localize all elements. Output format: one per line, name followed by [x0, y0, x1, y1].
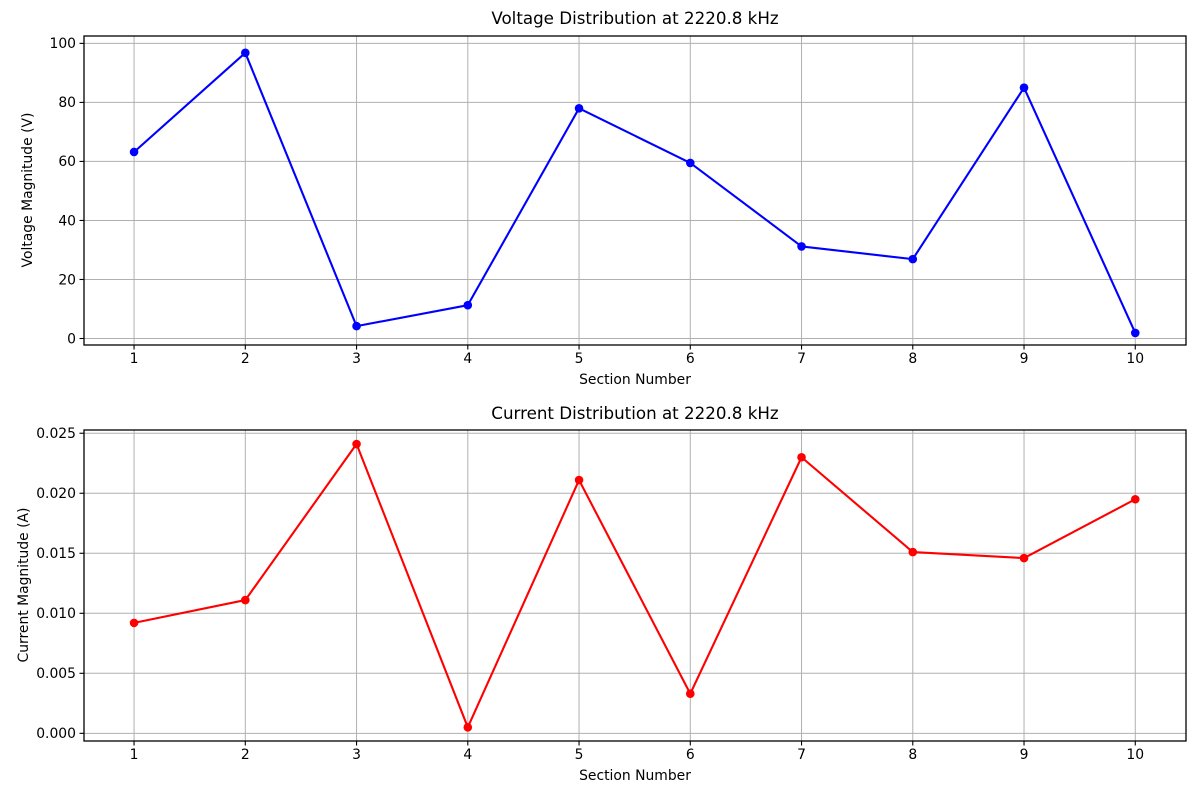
current-data-point — [463, 723, 473, 732]
current-y-tick-label: 0.020 — [36, 486, 76, 502]
current-x-tick-label: 7 — [797, 747, 806, 763]
current-data-point — [908, 547, 918, 557]
voltage-axes-frame — [83, 35, 1187, 346]
current-data-point — [1019, 553, 1029, 563]
voltage-x-tick-label: 2 — [241, 351, 250, 367]
voltage-y-axis-label: Voltage Magnitude (V) — [20, 112, 36, 268]
voltage-x-tick-label: 9 — [1020, 351, 1029, 367]
current-y-axis-label: Current Magnitude (A) — [16, 507, 32, 663]
voltage-x-axis-label: Section Number — [579, 372, 691, 388]
voltage-data-point — [241, 48, 250, 58]
voltage-data-point — [129, 147, 139, 157]
voltage-y-tick-label: 40 — [58, 213, 76, 229]
voltage-x-tick-label: 6 — [686, 351, 695, 367]
current-x-tick-label: 5 — [575, 747, 584, 763]
voltage-data-point — [685, 158, 695, 168]
current-x-tick-label: 4 — [463, 747, 472, 763]
current-y-tick-label: 0.010 — [36, 606, 76, 622]
voltage-chart-title: Voltage Distribution at 2220.8 kHz — [491, 8, 779, 28]
voltage-data-point — [574, 104, 584, 113]
voltage-x-tick-label: 10 — [1126, 351, 1144, 367]
current-y-tick-label: 0.000 — [36, 726, 76, 742]
current-x-tick-label: 1 — [130, 747, 139, 763]
current-y-tick-label: 0.015 — [36, 546, 76, 562]
current-axes-frame — [83, 429, 1187, 742]
voltage-data-point — [463, 300, 473, 310]
voltage-x-tick-label: 1 — [130, 351, 139, 367]
current-x-axis-label: Section Number — [579, 768, 691, 784]
current-x-tick-label: 6 — [686, 747, 695, 763]
current-x-tick-label: 2 — [241, 747, 250, 763]
voltage-data-line — [133, 51, 1137, 334]
current-data-line — [133, 442, 1136, 729]
voltage-x-tick-label: 7 — [797, 351, 806, 367]
current-data-point — [129, 618, 139, 628]
current-data-point — [797, 452, 806, 462]
voltage-data-point — [797, 242, 806, 251]
voltage-data-point — [1130, 328, 1140, 338]
current-x-tick-label: 3 — [352, 747, 361, 763]
current-chart-title: Current Distribution at 2220.8 kHz — [491, 403, 779, 423]
current-x-tick-label: 9 — [1020, 747, 1029, 763]
voltage-y-tick-label: 20 — [58, 272, 76, 288]
current-data-point — [352, 439, 361, 449]
voltage-x-tick-label: 8 — [908, 351, 917, 367]
current-data-point — [574, 475, 584, 485]
current-x-tick-label: 10 — [1126, 747, 1144, 763]
voltage-y-tick-label: 60 — [58, 154, 76, 170]
voltage-x-tick-label: 3 — [352, 351, 361, 367]
voltage-data-point — [352, 321, 361, 331]
current-x-tick-label: 8 — [908, 747, 917, 763]
current-data-point — [685, 689, 695, 699]
current-data-point — [241, 595, 250, 605]
voltage-x-tick-label: 4 — [463, 351, 472, 367]
voltage-y-tick-label: 80 — [58, 95, 76, 111]
voltage-y-tick-label: 0 — [67, 331, 76, 347]
voltage-x-tick-label: 5 — [575, 351, 584, 367]
current-y-tick-label: 0.005 — [36, 666, 76, 682]
voltage-data-point — [1019, 83, 1029, 92]
voltage-y-tick-label: 100 — [49, 36, 76, 52]
current-y-tick-label: 0.025 — [36, 426, 76, 442]
current-data-point — [1130, 494, 1140, 504]
voltage-data-point — [908, 254, 918, 264]
